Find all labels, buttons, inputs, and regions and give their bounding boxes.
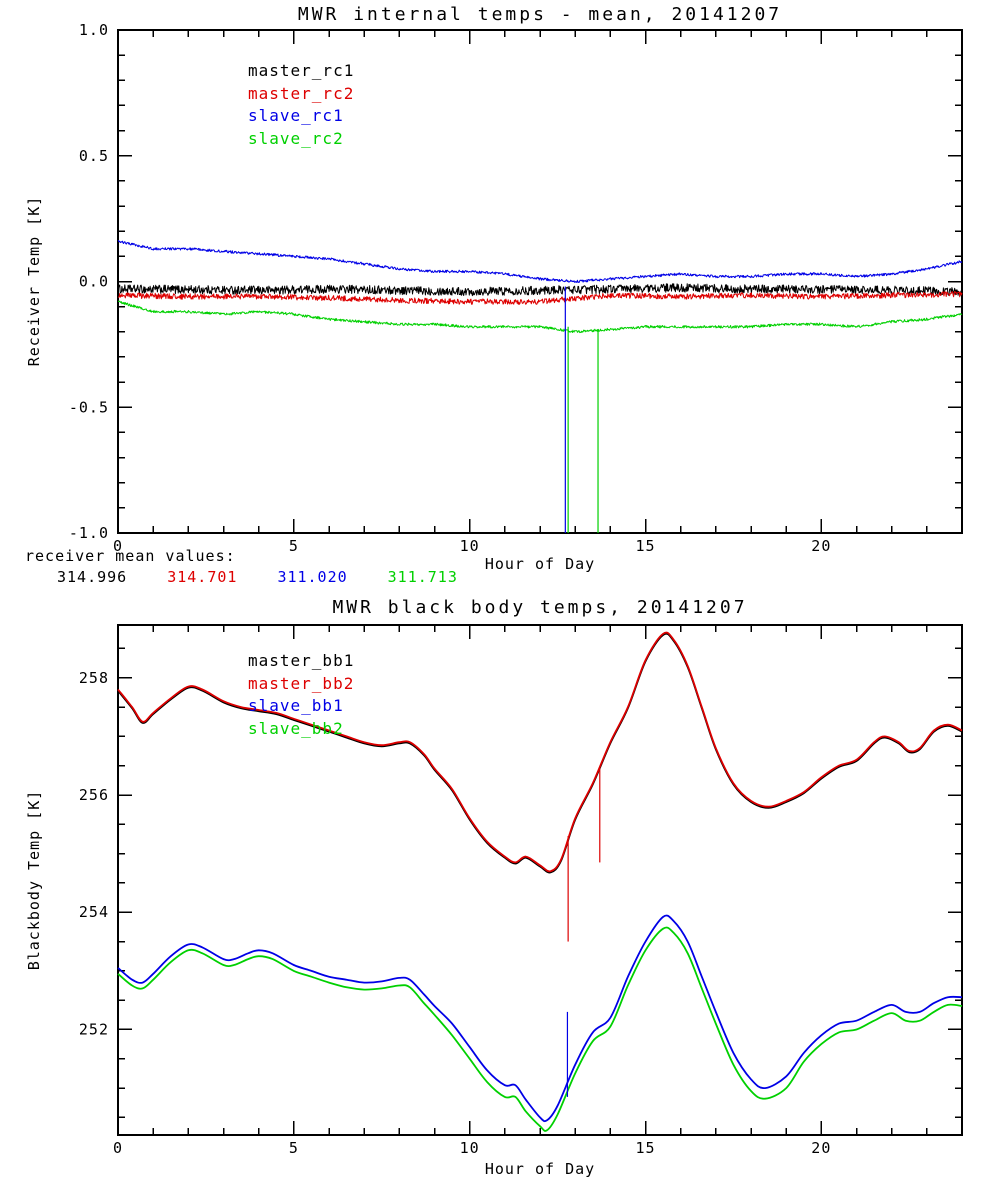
y-tick-label: 254 (79, 903, 109, 921)
chart1-legend: master_rc1 master_rc2 slave_rc1 slave_rc… (248, 60, 354, 150)
receiver-mean-values: 314.996 314.701 311.020 311.713 (57, 568, 498, 586)
chart2-y-axis-label: Blackbody Temp [K] (25, 789, 43, 971)
legend-master_rc1: master_rc1 (248, 61, 355, 80)
y-tick-label: 0.5 (79, 147, 109, 165)
chart1-x-axis-label: Hour of Day (484, 555, 596, 573)
y-tick-label: -0.5 (69, 398, 109, 416)
legend-slave_rc2: slave_rc2 (248, 128, 344, 148)
x-tick-label: 0 (113, 1139, 123, 1157)
mean-value-master_rc1: 314.996 (57, 568, 128, 586)
series-slave_bb1 (117, 914, 963, 1123)
mean-value-slave_rc2: 311.713 (387, 568, 458, 586)
y-tick-label: 252 (79, 1020, 109, 1038)
axis-ticks (117, 29, 963, 534)
plot-frame (117, 29, 963, 534)
y-tick-label: 0.0 (79, 273, 109, 291)
legend-master_bb1: master_bb1 (248, 651, 355, 670)
chart1-title: MWR internal temps - mean, 20141207 (297, 4, 783, 25)
x-tick-label: 10 (460, 1139, 480, 1157)
legend-slave_bb1: slave_bb1 (248, 696, 344, 715)
legend-slave_rc1: slave_rc1 (248, 106, 344, 125)
x-tick-label: 10 (460, 537, 480, 555)
series-slave_rc1 (117, 240, 963, 283)
series-slave_rc2 (117, 300, 963, 334)
series-master_rc2 (117, 291, 963, 305)
receiver-mean-values-label: receiver mean values: (25, 547, 236, 565)
x-tick-label: 20 (811, 537, 831, 555)
x-tick-label: 20 (811, 1139, 831, 1157)
legend-master_bb2: master_bb2 (248, 673, 355, 693)
series-slave_bb2 (117, 926, 963, 1132)
series-master_rc1 (117, 283, 963, 297)
chart2-x-axis-label: Hour of Day (484, 1160, 596, 1178)
axis-ticks (117, 625, 963, 1135)
y-tick-label: -1.0 (69, 524, 109, 542)
x-tick-label: 15 (635, 1139, 655, 1157)
x-tick-label: 5 (289, 1139, 299, 1157)
chart2-legend: master_bb1 master_bb2 slave_bb1 slave_bb… (248, 650, 354, 740)
x-tick-label: 0 (113, 537, 123, 555)
legend-slave_bb2: slave_bb2 (248, 718, 344, 738)
legend-master_rc2: master_rc2 (248, 83, 355, 103)
mean-value-slave_rc1: 311.020 (277, 568, 348, 586)
y-tick-label: 258 (79, 669, 109, 687)
series-master_bb2 (117, 631, 963, 873)
x-tick-label: 5 (289, 537, 299, 555)
x-tick-label: 15 (635, 537, 655, 555)
y-tick-label: 256 (79, 786, 109, 804)
plot-frame (117, 624, 963, 1136)
y-tick-label: 1.0 (79, 21, 109, 39)
series-master_bb1 (117, 632, 963, 874)
mean-value-master_rc2: 314.701 (167, 568, 238, 586)
chart2-title: MWR black body temps, 20141207 (332, 597, 748, 618)
chart1-y-axis-label: Receiver Temp [K] (25, 195, 43, 367)
